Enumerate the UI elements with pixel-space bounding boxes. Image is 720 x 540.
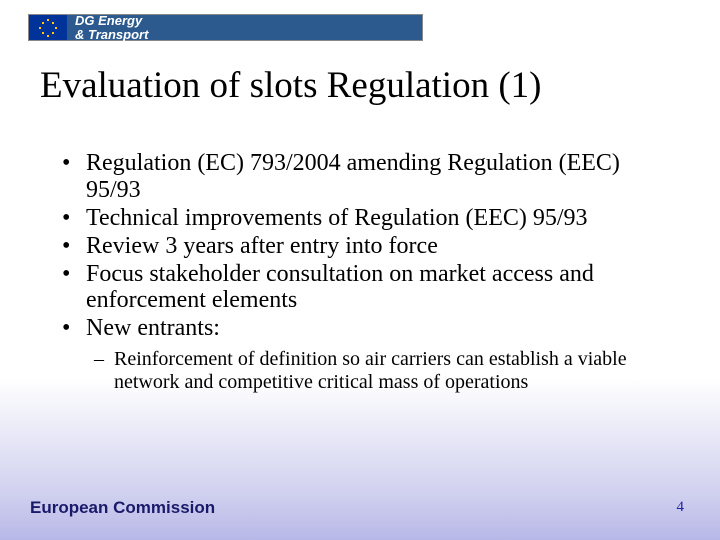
bullet-item: Review 3 years after entry into force [58,233,658,260]
bullet-item: Regulation (EC) 793/2004 amending Regula… [58,150,658,204]
footer-org: European Commission [30,498,215,518]
bullet-list: Regulation (EC) 793/2004 amending Regula… [58,150,658,342]
slide-title: Evaluation of slots Regulation (1) [40,64,541,107]
header-bar: DG Energy & Transport [28,14,423,41]
sub-bullet-list: Reinforcement of definition so air carri… [58,348,658,394]
header-org-text: DG Energy & Transport [75,14,148,41]
bullet-item: New entrants: [58,315,658,342]
sub-bullet-item: Reinforcement of definition so air carri… [58,348,658,394]
eu-flag-icon [29,15,67,40]
header-line1: DG Energy [75,14,148,28]
content-area: Regulation (EC) 793/2004 amending Regula… [58,150,658,394]
header-line2: & Transport [75,28,148,42]
bullet-item: Technical improvements of Regulation (EE… [58,205,658,232]
bullet-item: Focus stakeholder consultation on market… [58,261,658,315]
page-number: 4 [677,499,685,516]
